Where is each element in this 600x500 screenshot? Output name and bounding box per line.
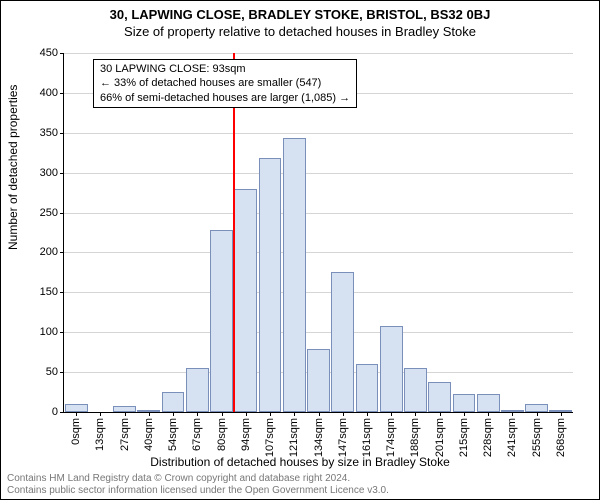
xtick-label: 228sqm: [482, 418, 494, 457]
xtick-label: 134sqm: [313, 418, 325, 457]
xtick-label: 13sqm: [94, 418, 106, 451]
xtick-mark: [537, 412, 538, 416]
ytick-label: 250: [40, 207, 64, 219]
histogram-bar: [453, 394, 476, 412]
ytick-label: 200: [40, 246, 64, 258]
xtick-label: 268sqm: [555, 418, 567, 457]
ytick-label: 300: [40, 167, 64, 179]
page-subtitle: Size of property relative to detached ho…: [1, 22, 599, 39]
ytick-label: 100: [40, 326, 64, 338]
page-title: 30, LAPWING CLOSE, BRADLEY STOKE, BRISTO…: [1, 1, 599, 22]
xtick-label: 161sqm: [361, 418, 373, 457]
histogram-bar: [210, 230, 233, 412]
xtick-label: 94sqm: [240, 418, 252, 451]
x-axis-label: Distribution of detached houses by size …: [1, 455, 599, 469]
xtick-mark: [488, 412, 489, 416]
annotation-box: 30 LAPWING CLOSE: 93sqm ← 33% of detache…: [93, 59, 357, 108]
xtick-mark: [294, 412, 295, 416]
ytick-label: 50: [46, 366, 64, 378]
xtick-label: 147sqm: [337, 418, 349, 457]
histogram-bar: [428, 382, 451, 412]
chart-area: 0501001502002503003504004500sqm13sqm27sq…: [63, 53, 573, 413]
xtick-mark: [367, 412, 368, 416]
gridline: [64, 332, 573, 333]
histogram-bar: [380, 326, 403, 412]
xtick-label: 0sqm: [70, 418, 82, 445]
histogram-bar: [525, 404, 548, 412]
xtick-mark: [173, 412, 174, 416]
histogram-bar: [477, 394, 500, 412]
xtick-mark: [319, 412, 320, 416]
xtick-label: 255sqm: [531, 418, 543, 457]
ytick-label: 150: [40, 286, 64, 298]
gridline: [64, 213, 573, 214]
xtick-mark: [197, 412, 198, 416]
ytick-label: 0: [52, 406, 64, 418]
xtick-label: 241sqm: [506, 418, 518, 457]
xtick-mark: [512, 412, 513, 416]
xtick-label: 40sqm: [143, 418, 155, 451]
xtick-label: 174sqm: [385, 418, 397, 457]
annotation-line-1: 30 LAPWING CLOSE: 93sqm: [100, 62, 350, 76]
gridline: [64, 53, 573, 54]
xtick-mark: [561, 412, 562, 416]
xtick-mark: [149, 412, 150, 416]
xtick-mark: [76, 412, 77, 416]
footer-line-1: Contains HM Land Registry data © Crown c…: [7, 473, 389, 485]
xtick-label: 67sqm: [191, 418, 203, 451]
xtick-mark: [343, 412, 344, 416]
annotation-line-2: ← 33% of detached houses are smaller (54…: [100, 76, 350, 90]
histogram-bar: [307, 349, 330, 412]
footer: Contains HM Land Registry data © Crown c…: [7, 473, 389, 497]
xtick-mark: [222, 412, 223, 416]
histogram-bar: [331, 272, 354, 412]
xtick-mark: [440, 412, 441, 416]
gridline: [64, 173, 573, 174]
xtick-label: 107sqm: [264, 418, 276, 457]
xtick-mark: [100, 412, 101, 416]
ytick-label: 450: [40, 47, 64, 59]
xtick-mark: [464, 412, 465, 416]
ytick-label: 350: [40, 127, 64, 139]
footer-line-2: Contains public sector information licen…: [7, 485, 389, 497]
y-axis-label: Number of detached properties: [6, 85, 20, 250]
gridline: [64, 292, 573, 293]
chart-container: 30, LAPWING CLOSE, BRADLEY STOKE, BRISTO…: [0, 0, 600, 500]
histogram-bar: [356, 364, 379, 412]
annotation-line-3: 66% of semi-detached houses are larger (…: [100, 91, 350, 105]
histogram-bar: [259, 158, 282, 412]
histogram-bar: [65, 404, 88, 412]
histogram-bar: [404, 368, 427, 412]
xtick-mark: [125, 412, 126, 416]
xtick-label: 27sqm: [119, 418, 131, 451]
histogram-bar: [186, 368, 209, 412]
gridline: [64, 252, 573, 253]
gridline: [64, 133, 573, 134]
xtick-label: 54sqm: [167, 418, 179, 451]
xtick-label: 201sqm: [434, 418, 446, 457]
xtick-label: 121sqm: [288, 418, 300, 457]
histogram-bar: [162, 392, 185, 412]
ytick-label: 400: [40, 87, 64, 99]
xtick-label: 188sqm: [409, 418, 421, 457]
xtick-mark: [270, 412, 271, 416]
xtick-mark: [246, 412, 247, 416]
xtick-label: 80sqm: [216, 418, 228, 451]
histogram-bar: [283, 138, 306, 412]
xtick-mark: [391, 412, 392, 416]
xtick-mark: [415, 412, 416, 416]
histogram-bar: [234, 189, 257, 412]
xtick-label: 215sqm: [458, 418, 470, 457]
